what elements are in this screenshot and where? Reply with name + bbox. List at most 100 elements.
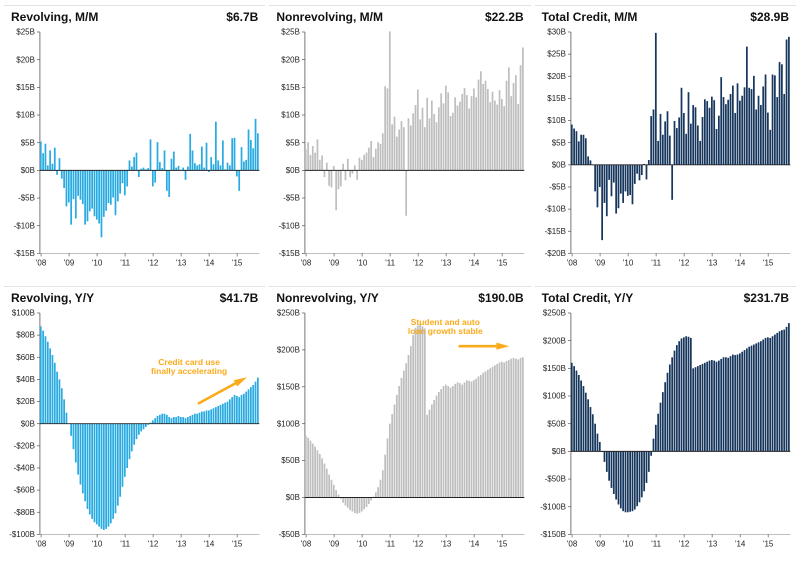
svg-text:-$50B: -$50B xyxy=(544,475,565,484)
svg-text:$40B: $40B xyxy=(16,375,35,384)
chart-plot-total-credit-mm: -$20B -$15B -$10B -$5B $0B $5B $10B $15B $20B $25… xyxy=(544,28,791,267)
svg-text:'09: '09 xyxy=(595,258,606,267)
svg-text:'13: '13 xyxy=(441,258,452,267)
svg-text:$100B: $100B xyxy=(277,419,300,428)
svg-text:$50B: $50B xyxy=(547,419,566,428)
svg-text:$15B: $15B xyxy=(547,94,566,103)
chart-total-credit-mm: Total Credit, M/M $28.9B -$20B -$15B -$10B… xyxy=(534,5,796,276)
svg-text:'12: '12 xyxy=(413,539,424,548)
svg-text:-$10B: -$10B xyxy=(279,221,300,230)
svg-text:'08: '08 xyxy=(567,539,578,548)
svg-text:-$10B: -$10B xyxy=(14,221,35,230)
svg-text:'14: '14 xyxy=(735,258,746,267)
svg-text:'11: '11 xyxy=(386,258,396,267)
svg-text:$10B: $10B xyxy=(547,116,566,125)
svg-text:'13: '13 xyxy=(176,539,187,548)
svg-text:Student and auto: Student and auto xyxy=(411,317,480,327)
svg-text:-$20B: -$20B xyxy=(544,249,565,258)
svg-text:-$50B: -$50B xyxy=(279,530,300,539)
svg-text:$20B: $20B xyxy=(547,72,566,81)
svg-text:$25B: $25B xyxy=(16,28,35,37)
svg-text:$60B: $60B xyxy=(16,353,35,362)
svg-text:-$15B: -$15B xyxy=(544,227,565,236)
chart-plot-revolving-mm: -$15B -$10B -$5B $0B $5B $10B $15B $20B $25B '08 '… xyxy=(14,28,260,267)
svg-text:'09: '09 xyxy=(64,539,75,548)
svg-text:$50B: $50B xyxy=(282,456,301,465)
svg-text:'11: '11 xyxy=(120,258,130,267)
svg-text:$80B: $80B xyxy=(16,331,35,340)
svg-text:'09: '09 xyxy=(329,539,340,548)
chart-latest-value: $28.9B xyxy=(750,10,789,24)
svg-text:'15: '15 xyxy=(232,539,243,548)
svg-text:'08: '08 xyxy=(567,258,578,267)
chart-header: Revolving, Y/Y $41.7B xyxy=(4,289,265,305)
svg-text:'12: '12 xyxy=(148,258,159,267)
svg-text:$0B: $0B xyxy=(551,447,565,456)
chart-latest-value: $231.7B xyxy=(743,291,789,305)
svg-text:'08: '08 xyxy=(301,258,312,267)
svg-text:$150B: $150B xyxy=(277,382,300,391)
svg-text:-$5B: -$5B xyxy=(18,194,35,203)
svg-text:-$40B: -$40B xyxy=(14,464,35,473)
chart-plot-total-credit-yy: -$150B -$100B -$50B $0B $50B $100B $150B $200B $… xyxy=(540,309,791,548)
chart-total-credit-yy: Total Credit, Y/Y $231.7B -$150B -$100B -$… xyxy=(534,286,796,557)
svg-text:'10: '10 xyxy=(92,539,103,548)
svg-text:'08: '08 xyxy=(36,258,47,267)
svg-text:$0B: $0B xyxy=(286,493,300,502)
svg-text:'08: '08 xyxy=(36,539,47,548)
svg-text:$250B: $250B xyxy=(277,309,300,318)
svg-text:'10: '10 xyxy=(357,258,368,267)
svg-text:'10: '10 xyxy=(623,539,634,548)
svg-text:'14: '14 xyxy=(469,539,480,548)
svg-text:$5B: $5B xyxy=(551,138,565,147)
chart-latest-value: $22.2B xyxy=(484,10,524,24)
chart-nonrevolving-yy: Nonrevolving, Y/Y $190.0B -$50B $0B $50B $1… xyxy=(269,286,531,557)
svg-text:$200B: $200B xyxy=(543,336,566,345)
svg-text:'10: '10 xyxy=(357,539,368,548)
svg-text:$250B: $250B xyxy=(543,309,566,318)
svg-text:-$150B: -$150B xyxy=(540,530,566,539)
svg-text:'11: '11 xyxy=(386,539,396,548)
svg-text:'10: '10 xyxy=(92,258,103,267)
chart-latest-value: $41.7B xyxy=(219,291,259,305)
svg-text:'10: '10 xyxy=(623,258,634,267)
svg-text:-$15B: -$15B xyxy=(279,249,300,258)
svg-text:$25B: $25B xyxy=(282,28,301,37)
svg-text:'11: '11 xyxy=(120,539,130,548)
svg-text:'14: '14 xyxy=(204,258,215,267)
svg-text:-$100B: -$100B xyxy=(540,502,566,511)
svg-text:'09: '09 xyxy=(64,258,75,267)
svg-text:$0B: $0B xyxy=(551,160,565,169)
svg-text:-$80B: -$80B xyxy=(14,508,35,517)
svg-text:-$20B: -$20B xyxy=(14,441,35,450)
svg-text:'15: '15 xyxy=(497,258,508,267)
svg-text:'12: '12 xyxy=(679,258,690,267)
svg-text:$0B: $0B xyxy=(21,166,35,175)
svg-text:'11: '11 xyxy=(651,539,661,548)
svg-text:'15: '15 xyxy=(232,258,243,267)
chart-plot-nonrevolving-yy: -$50B $0B $50B $100B $150B $200B $250B '08 '09 '1… xyxy=(277,309,525,548)
svg-text:'15: '15 xyxy=(497,539,508,548)
svg-text:$100B: $100B xyxy=(543,392,566,401)
svg-text:$100B: $100B xyxy=(12,309,35,318)
svg-text:-$5B: -$5B xyxy=(283,194,300,203)
svg-text:'09: '09 xyxy=(329,258,340,267)
svg-text:$10B: $10B xyxy=(16,111,35,120)
svg-text:'15: '15 xyxy=(763,539,774,548)
chart-title: Nonrevolving, Y/Y xyxy=(276,291,379,305)
chart-nonrevolving-mm: Nonrevolving, M/M $22.2B -$15B -$10B -$5B $… xyxy=(269,5,531,276)
svg-text:'15: '15 xyxy=(763,258,774,267)
chart-plot-nonrevolving-mm: -$15B -$10B -$5B $0B $5B $10B $15B $20B $25B '08 '… xyxy=(279,28,525,267)
svg-text:'13: '13 xyxy=(707,539,718,548)
svg-text:$15B: $15B xyxy=(282,83,301,92)
svg-text:'12: '12 xyxy=(413,258,424,267)
svg-text:$20B: $20B xyxy=(16,55,35,64)
svg-text:$150B: $150B xyxy=(543,364,566,373)
chart-header: Nonrevolving, Y/Y $190.0B xyxy=(269,289,530,305)
svg-text:$5B: $5B xyxy=(286,138,300,147)
svg-text:'08: '08 xyxy=(301,539,312,548)
svg-text:$0B: $0B xyxy=(286,166,300,175)
svg-text:'12: '12 xyxy=(679,539,690,548)
svg-text:'11: '11 xyxy=(651,258,661,267)
